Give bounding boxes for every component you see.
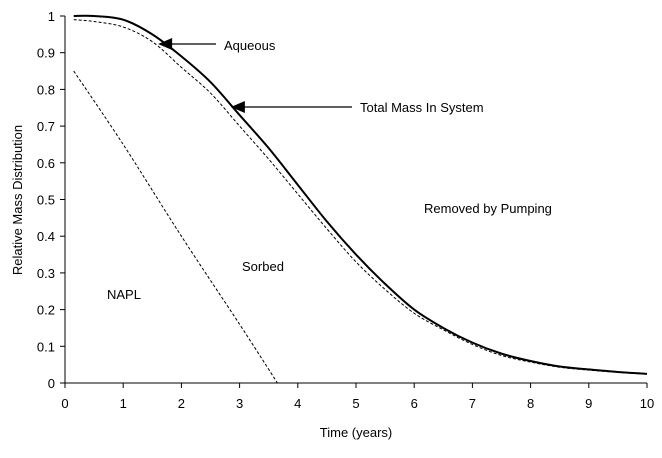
x-tick-label: 8 bbox=[527, 396, 534, 411]
y-tick-label: 1 bbox=[48, 9, 55, 24]
y-tick-label: 0.5 bbox=[37, 193, 55, 208]
annotation-total-mass: Total Mass In System bbox=[360, 100, 484, 115]
y-tick-label: 0 bbox=[48, 376, 55, 391]
x-tick-label: 0 bbox=[61, 396, 68, 411]
y-tick-label: 0.7 bbox=[37, 119, 55, 134]
y-tick-label: 0.3 bbox=[37, 266, 55, 281]
x-tick-label: 10 bbox=[640, 396, 654, 411]
series-line-total-mass-in-system bbox=[73, 14, 648, 375]
annotation-sorbed: Sorbed bbox=[242, 259, 284, 274]
axes bbox=[64, 16, 647, 384]
y-tick-label: 0.1 bbox=[37, 339, 55, 354]
arrowhead-icon bbox=[230, 101, 245, 113]
y-tick-label: 0.6 bbox=[37, 156, 55, 171]
x-tick-label: 6 bbox=[411, 396, 418, 411]
y-tick-label: 0.4 bbox=[37, 229, 55, 244]
y-tick-label: 0.9 bbox=[37, 46, 55, 61]
x-tick-label: 9 bbox=[585, 396, 592, 411]
x-tick-label: 2 bbox=[178, 396, 185, 411]
y-axis-label: Relative Mass Distribution bbox=[10, 125, 25, 275]
annotation-removed-by-pumping: Removed by Pumping bbox=[424, 201, 552, 216]
x-tick-label: 3 bbox=[236, 396, 243, 411]
annotation-napl: NAPL bbox=[107, 287, 141, 302]
x-tick-label: 7 bbox=[469, 396, 476, 411]
x-tick-label: 4 bbox=[294, 396, 301, 411]
x-tick-label: 1 bbox=[120, 396, 127, 411]
series-line-aqueous bbox=[73, 19, 648, 375]
series-line-napl bbox=[73, 70, 278, 384]
x-axis-label: Time (years) bbox=[320, 425, 392, 440]
y-tick-label: 0.8 bbox=[37, 82, 55, 97]
y-tick-label: 0.2 bbox=[37, 303, 55, 318]
arrowhead-icon bbox=[158, 38, 173, 50]
x-tick-label: 5 bbox=[352, 396, 359, 411]
annotation-aqueous: Aqueous bbox=[224, 38, 276, 53]
